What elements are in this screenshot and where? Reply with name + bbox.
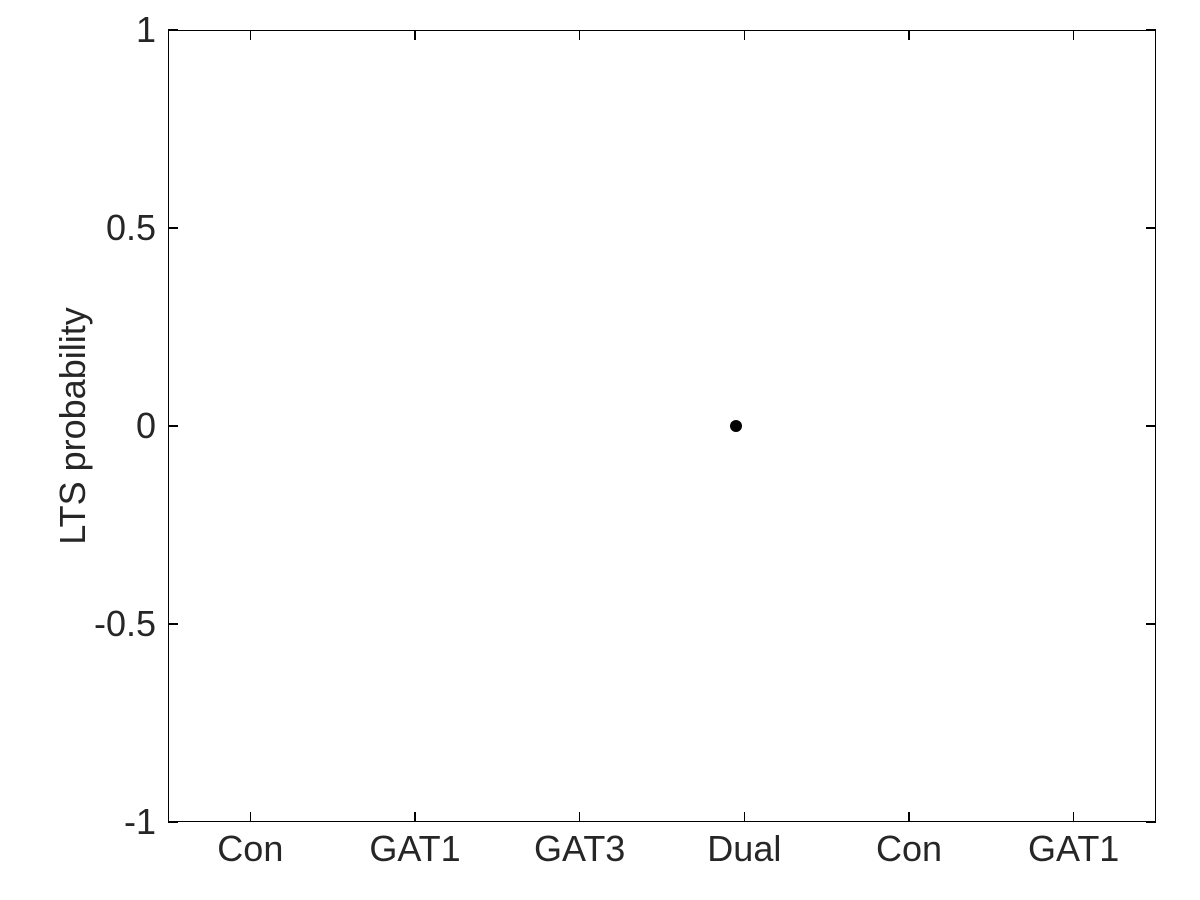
y-tick xyxy=(168,821,178,823)
y-tick-label: -1 xyxy=(124,801,156,843)
x-tick-label: Con xyxy=(876,828,942,870)
x-tick xyxy=(579,30,581,40)
y-tick xyxy=(168,227,178,229)
x-tick xyxy=(744,812,746,822)
x-tick-label: GAT3 xyxy=(534,828,625,870)
data-point xyxy=(730,420,742,432)
y-tick-label: -0.5 xyxy=(94,603,156,645)
x-tick xyxy=(744,30,746,40)
x-tick xyxy=(908,812,910,822)
x-tick-label: Dual xyxy=(707,828,781,870)
x-tick xyxy=(250,812,252,822)
x-tick xyxy=(579,812,581,822)
x-tick xyxy=(414,812,416,822)
x-tick xyxy=(1073,812,1075,822)
y-tick-label: 1 xyxy=(136,9,156,51)
x-tick xyxy=(250,30,252,40)
y-axis-label: LTS probability xyxy=(52,307,94,544)
plot-area xyxy=(168,30,1156,822)
y-tick xyxy=(168,29,178,31)
x-tick xyxy=(414,30,416,40)
chart-container: LTS probability -1 -0.5 0 0.5 1 Con GAT1 GAT3 Du… xyxy=(0,0,1200,900)
x-tick-label: Con xyxy=(217,828,283,870)
y-tick-label: 0 xyxy=(136,405,156,447)
x-tick-label: GAT1 xyxy=(369,828,460,870)
x-tick xyxy=(908,30,910,40)
x-tick-label: GAT1 xyxy=(1028,828,1119,870)
y-tick xyxy=(168,425,178,427)
y-tick xyxy=(1146,425,1156,427)
y-tick xyxy=(1146,227,1156,229)
y-tick xyxy=(1146,821,1156,823)
y-tick xyxy=(1146,623,1156,625)
y-tick xyxy=(1146,29,1156,31)
y-tick xyxy=(168,623,178,625)
x-tick xyxy=(1073,30,1075,40)
y-tick-label: 0.5 xyxy=(106,207,156,249)
